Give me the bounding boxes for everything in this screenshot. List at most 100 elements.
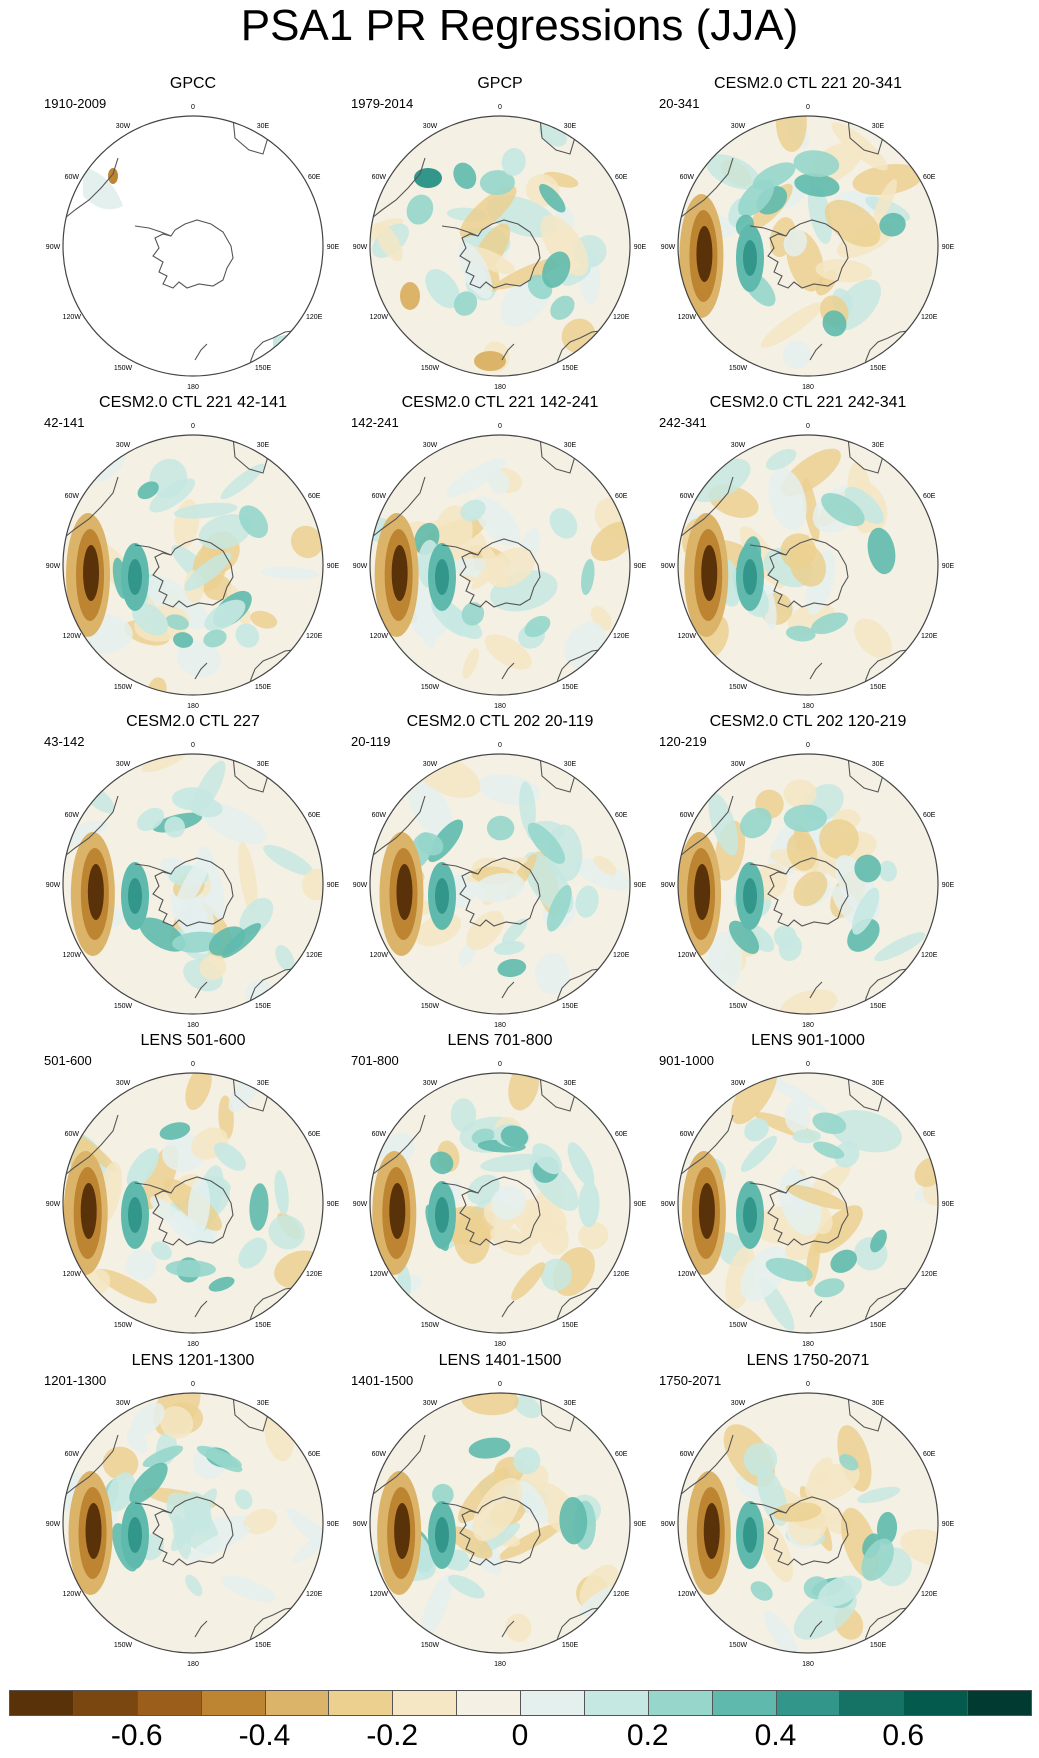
longitude-label: 90E bbox=[634, 882, 647, 889]
positive-anomaly bbox=[792, 1129, 822, 1144]
positive-anomaly bbox=[818, 1575, 863, 1607]
anomaly-blob bbox=[807, 183, 832, 244]
longitude-label: 150W bbox=[114, 1642, 133, 1649]
map-panel: CESM2.0 CTL 202 120-219 120-219 0 30E 60E 90E… bbox=[653, 712, 963, 1029]
longitude-label: 180 bbox=[802, 1022, 814, 1029]
anomaly-blob bbox=[199, 955, 227, 981]
longitude-label: 120W bbox=[678, 952, 697, 959]
longitude-label: 0 bbox=[498, 104, 502, 111]
positive-anomaly bbox=[870, 1229, 887, 1253]
anomaly-blob bbox=[534, 952, 570, 995]
longitude-label: 120W bbox=[370, 952, 389, 959]
colorbar-swatch bbox=[9, 1690, 74, 1716]
antarctic-peninsula-coastline bbox=[749, 225, 787, 237]
positive-anomaly bbox=[830, 1249, 857, 1273]
longitude-label: 150E bbox=[870, 684, 887, 691]
positive-anomaly bbox=[814, 1278, 845, 1298]
africa-coastline bbox=[847, 436, 885, 474]
positive-anomaly bbox=[173, 632, 194, 648]
anomaly-blob bbox=[573, 858, 630, 891]
positive-anomaly bbox=[743, 1197, 757, 1233]
anomaly-blob bbox=[765, 449, 797, 471]
longitude-label: 60E bbox=[308, 174, 321, 181]
positive-anomaly bbox=[136, 807, 165, 832]
positive-anomaly bbox=[740, 807, 772, 839]
anomaly-blob bbox=[466, 910, 505, 951]
positive-anomaly bbox=[453, 291, 478, 316]
anomaly-blob bbox=[511, 1262, 546, 1301]
longitude-label: 120W bbox=[678, 1591, 697, 1598]
positive-anomaly bbox=[430, 1151, 454, 1175]
positive-anomaly bbox=[527, 822, 565, 864]
south-america-coastline bbox=[371, 157, 426, 219]
longitude-label: 0 bbox=[191, 742, 195, 749]
anomaly-blob bbox=[764, 1611, 799, 1653]
polar-stereographic-map: 0 30E 60E 90E 120E 150E 180 150W 120W 90W 60W 30W bbox=[661, 104, 955, 391]
map-border bbox=[677, 1072, 939, 1334]
positive-anomaly bbox=[106, 1472, 136, 1512]
longitude-label: 150W bbox=[114, 684, 133, 691]
africa-coastline bbox=[539, 755, 577, 793]
positive-anomaly bbox=[497, 958, 527, 978]
anomaly-blob bbox=[501, 918, 528, 945]
new-zealand-coastline bbox=[501, 981, 515, 999]
land-precip-patch bbox=[83, 166, 123, 210]
longitude-label: 90W bbox=[353, 882, 368, 889]
polar-stereographic-map: 0 30E 60E 90E 120E 150E 180 150W 120W 90W 60W 30W bbox=[46, 104, 340, 391]
longitude-label: 30E bbox=[564, 761, 577, 768]
longitude-label: 90E bbox=[634, 1521, 647, 1528]
africa-coastline bbox=[232, 1394, 270, 1432]
positive-anomaly bbox=[417, 832, 444, 856]
longitude-label: 30E bbox=[257, 442, 270, 449]
longitude-label: 30W bbox=[116, 442, 131, 449]
anomaly-blob bbox=[407, 776, 452, 838]
positive-anomaly bbox=[208, 1276, 235, 1292]
longitude-label: 60W bbox=[372, 174, 387, 181]
longitude-label: 0 bbox=[806, 1061, 810, 1068]
positive-anomaly bbox=[213, 1142, 247, 1171]
map-panel: CESM2.0 CTL 221 242-341 242-341 0 30E 60E 90E… bbox=[653, 393, 963, 710]
positive-anomaly bbox=[128, 559, 142, 595]
africa-coastline bbox=[539, 117, 577, 155]
panel-title: CESM2.0 CTL 202 20-119 bbox=[406, 713, 594, 730]
longitude-label: 30W bbox=[116, 1400, 131, 1407]
africa-coastline bbox=[539, 1394, 577, 1432]
negative-anomaly bbox=[389, 1183, 406, 1239]
map-border bbox=[62, 1072, 324, 1334]
negative-anomaly bbox=[85, 1503, 102, 1559]
longitude-label: 60E bbox=[615, 493, 628, 500]
anomaly-blob bbox=[126, 1429, 148, 1454]
anomaly-blob bbox=[498, 1522, 564, 1560]
panel-period: 120-219 bbox=[659, 734, 707, 749]
longitude-label: 90E bbox=[327, 244, 340, 251]
polar-stereographic-map: 0 30E 60E 90E 120E 150E 180 150W 120W 90W 60W 30W bbox=[353, 742, 647, 1029]
panel-title: LENS 701-800 bbox=[447, 1032, 553, 1049]
positive-anomaly bbox=[204, 599, 246, 631]
africa-coastline bbox=[539, 436, 577, 474]
antarctic-peninsula-coastline bbox=[134, 1182, 172, 1194]
longitude-label: 180 bbox=[187, 1661, 199, 1668]
positive-anomaly bbox=[440, 606, 483, 639]
longitude-label: 60E bbox=[923, 812, 936, 819]
positive-anomaly bbox=[539, 183, 566, 213]
positive-anomaly bbox=[486, 815, 515, 841]
negative-anomaly bbox=[394, 1503, 411, 1559]
longitude-label: 150E bbox=[870, 1003, 887, 1010]
longitude-label: 90E bbox=[327, 882, 340, 889]
anomaly-blob bbox=[505, 1613, 532, 1642]
positive-anomaly bbox=[238, 1237, 268, 1269]
colorbar-tick-label: -0.2 bbox=[366, 1719, 419, 1752]
anomaly-blob bbox=[783, 228, 808, 257]
longitude-label: 90W bbox=[661, 244, 676, 251]
colorbar-swatch bbox=[839, 1690, 905, 1716]
south-america-coastline bbox=[679, 157, 734, 219]
anomaly-blob bbox=[768, 468, 807, 531]
longitude-label: 90E bbox=[327, 1201, 340, 1208]
polar-stereographic-map: 0 30E 60E 90E 120E 150E 180 150W 120W 90W 60W 30W bbox=[353, 1381, 647, 1668]
negative-anomaly bbox=[80, 1183, 97, 1239]
antarctica-coastline bbox=[767, 1496, 849, 1566]
antarctic-peninsula-coastline bbox=[134, 1502, 172, 1514]
longitude-label: 90W bbox=[661, 1201, 676, 1208]
anomaly-blob bbox=[872, 179, 897, 225]
longitude-label: 150W bbox=[421, 1642, 440, 1649]
